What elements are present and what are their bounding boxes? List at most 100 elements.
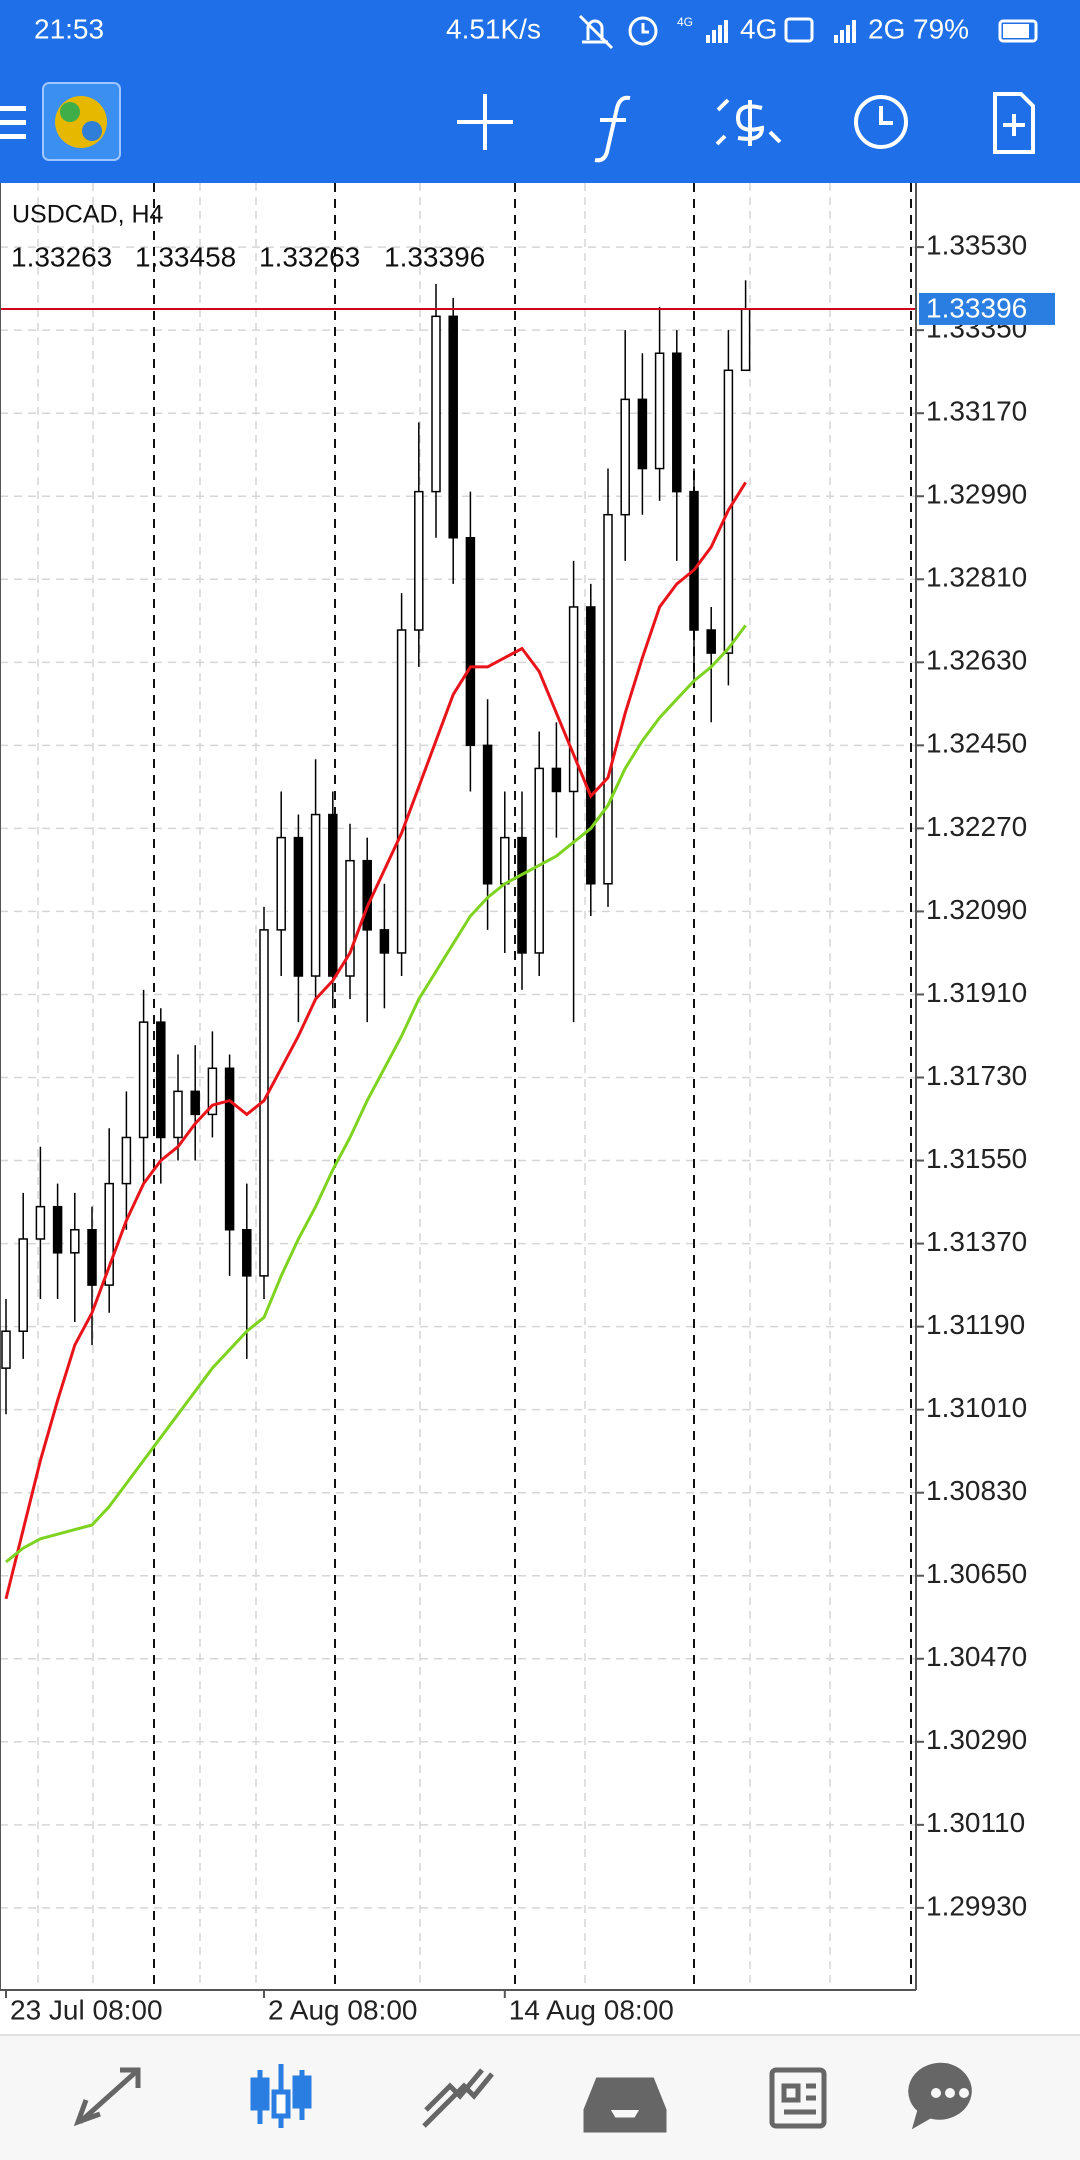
candle-body bbox=[396, 629, 407, 954]
candle-body bbox=[18, 1238, 28, 1332]
candle-body bbox=[310, 813, 321, 977]
mute-icon bbox=[578, 14, 614, 50]
y-tick-label: 1.31190 bbox=[926, 1309, 1025, 1340]
candle-body bbox=[104, 1182, 114, 1286]
candle-body bbox=[1, 1330, 11, 1369]
menu-button[interactable] bbox=[0, 106, 26, 139]
hd-icon bbox=[784, 17, 814, 43]
battery-icon bbox=[998, 19, 1038, 43]
ohlc-low: 1.33263 bbox=[259, 241, 360, 272]
status-battery: 79% bbox=[913, 13, 969, 44]
y-tick-label: 1.30830 bbox=[926, 1475, 1027, 1506]
y-tick-label: 1.31010 bbox=[926, 1392, 1027, 1423]
plot-area bbox=[0, 280, 1055, 1600]
candle-body bbox=[242, 1228, 252, 1277]
y-tick-label: 1.32270 bbox=[926, 811, 1027, 842]
candle-body bbox=[740, 308, 751, 372]
y-tick-label: 1.30470 bbox=[926, 1641, 1027, 1672]
y-tick-label: 1.32810 bbox=[926, 562, 1027, 593]
candle-body bbox=[689, 490, 699, 631]
history-button[interactable] bbox=[854, 95, 908, 149]
alarm-hands bbox=[641, 23, 649, 34]
status-network-1: 4G bbox=[740, 13, 777, 44]
horizontal-grid bbox=[0, 246, 916, 1909]
app-header bbox=[0, 0, 1080, 183]
x-tick-label: 23 Jul 08:00 bbox=[10, 1994, 163, 2025]
candle-body bbox=[345, 859, 355, 977]
last-price-tag bbox=[919, 292, 1055, 325]
candle-body bbox=[276, 836, 286, 931]
status-time: 21:53 bbox=[34, 13, 104, 44]
status-network-small: 4G bbox=[677, 15, 693, 29]
y-tick-label: 1.31550 bbox=[926, 1143, 1027, 1174]
candle-body bbox=[431, 315, 441, 493]
candle-body bbox=[293, 836, 304, 977]
chart-title: USDCAD, H4 bbox=[12, 201, 164, 229]
y-tick-label: 1.32450 bbox=[926, 728, 1027, 759]
nav-history[interactable] bbox=[583, 2077, 667, 2133]
candle-body bbox=[706, 629, 716, 654]
app-logo[interactable] bbox=[42, 82, 121, 161]
y-tick-label: 1.32630 bbox=[926, 645, 1027, 676]
last-price-label: 1.33396 bbox=[926, 292, 1027, 323]
candle-body bbox=[70, 1228, 80, 1254]
candle-body bbox=[465, 537, 476, 747]
moving-average-line bbox=[5, 624, 747, 1564]
nav-news[interactable] bbox=[769, 2067, 827, 2129]
y-tick-label: 1.30110 bbox=[926, 1807, 1025, 1838]
ohlc-readout: 1.33263 1.33458 1.33263 1.33396 bbox=[11, 241, 485, 272]
candle-body bbox=[414, 490, 424, 631]
x-tick-label: 2 Aug 08:00 bbox=[268, 1994, 417, 2025]
candle-body bbox=[672, 352, 682, 493]
candle-body bbox=[87, 1228, 97, 1286]
candle-body bbox=[482, 744, 493, 885]
candle-body bbox=[448, 315, 458, 539]
y-tick-label: 1.31370 bbox=[926, 1226, 1027, 1257]
y-tick-label: 1.33530 bbox=[926, 230, 1027, 261]
candle-body bbox=[586, 606, 596, 885]
moving-average-line bbox=[4, 481, 747, 1600]
y-tick-label: 1.33170 bbox=[926, 396, 1027, 427]
candle-body bbox=[362, 859, 372, 931]
candle-body bbox=[568, 606, 579, 793]
bottom-nav bbox=[0, 2035, 1080, 2160]
price-axis: 1.335301.333501.331701.329901.328101.326… bbox=[916, 230, 1055, 1921]
ohlc-open: 1.33263 bbox=[11, 241, 112, 272]
nav-trade[interactable] bbox=[422, 2068, 494, 2128]
trade-button[interactable] bbox=[715, 98, 782, 146]
new-order-button[interactable] bbox=[993, 92, 1035, 154]
crosshair-button[interactable] bbox=[457, 94, 513, 150]
y-tick-label: 1.32990 bbox=[926, 479, 1027, 510]
ohlc-high: 1.33458 bbox=[135, 241, 236, 272]
candle-body bbox=[207, 1067, 218, 1116]
candle-body bbox=[551, 767, 562, 793]
nav-chart[interactable] bbox=[250, 2064, 312, 2128]
chat-dots bbox=[931, 2088, 969, 2098]
y-tick-label: 1.30290 bbox=[926, 1724, 1027, 1755]
candle-body bbox=[328, 813, 338, 977]
candle-body bbox=[654, 352, 665, 470]
candle-body bbox=[620, 398, 630, 516]
candle-body bbox=[517, 836, 527, 954]
candle-body bbox=[156, 1021, 166, 1139]
y-tick-label: 1.31730 bbox=[926, 1060, 1027, 1091]
ohlc-close: 1.33396 bbox=[384, 241, 485, 272]
alarm-icon bbox=[628, 16, 658, 46]
candle-body bbox=[500, 836, 510, 885]
nav-quotes[interactable] bbox=[73, 2067, 141, 2127]
candle-body bbox=[121, 1136, 132, 1185]
candle-body bbox=[603, 513, 613, 885]
indicators-button[interactable] bbox=[594, 95, 631, 163]
y-tick-label: 1.30650 bbox=[926, 1558, 1027, 1589]
status-network-2: 2G bbox=[868, 13, 905, 44]
candle-body bbox=[35, 1205, 46, 1240]
status-speed: 4.51K/s bbox=[446, 13, 541, 44]
x-tick-label: 14 Aug 08:00 bbox=[509, 1994, 674, 2025]
candle-body bbox=[190, 1090, 200, 1116]
candle-body bbox=[52, 1205, 63, 1254]
candle-body bbox=[637, 398, 648, 470]
candle-body bbox=[379, 929, 390, 954]
status-icons bbox=[578, 14, 1038, 50]
y-tick-label: 1.32090 bbox=[926, 894, 1027, 925]
